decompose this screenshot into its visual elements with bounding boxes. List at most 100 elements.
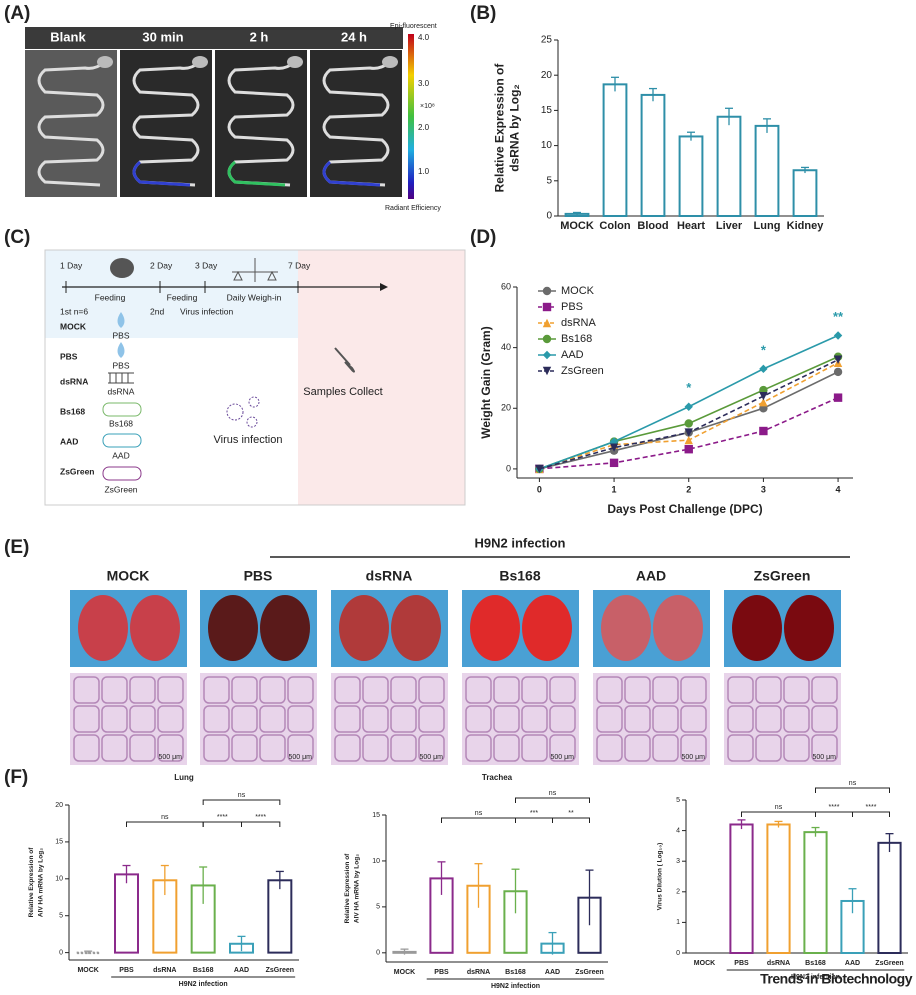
bacteria-icon: [102, 402, 142, 417]
x-tick-label: dsRNA: [467, 969, 490, 976]
histology: [724, 673, 841, 765]
x-tick-label: Colon: [599, 220, 630, 232]
tissue-cell: [783, 734, 810, 762]
tissue-cell: [727, 734, 754, 762]
group-label: PBS: [244, 568, 273, 584]
tissue-cell: [259, 676, 286, 704]
drop-icon: [117, 312, 125, 328]
tissue-cell: [157, 705, 184, 733]
bar: [877, 841, 902, 955]
tissue-cell: [596, 705, 623, 733]
marker: [833, 367, 843, 377]
y-axis-label: Relative Expression of: [28, 847, 35, 918]
tissue-cell: [465, 676, 492, 704]
tissue-cell: [549, 676, 576, 704]
tissue-cell: [157, 676, 184, 704]
tissue-cell: [101, 705, 128, 733]
y-tick-label: 10: [541, 140, 553, 151]
tissue-cell: [596, 676, 623, 704]
y-tick-label: 0: [506, 463, 511, 473]
sig-label: ****: [217, 814, 228, 821]
group-label: H9N2 infection: [491, 983, 540, 990]
icon-label: ZsGreen: [104, 484, 137, 494]
marker: [684, 444, 693, 454]
y-axis-label: Weight Gain (Gram): [479, 326, 493, 438]
column-label: Blank: [50, 29, 86, 44]
scale-icon: [232, 258, 278, 282]
tissue-cell: [390, 705, 417, 733]
timeline-box: [45, 250, 298, 338]
tissue-cell: [73, 705, 100, 733]
group-label: dsRNA: [366, 568, 413, 584]
bar: [754, 124, 780, 217]
x-tick-label: MOCK: [77, 967, 98, 974]
x-tick-label: dsRNA: [767, 960, 790, 967]
sig-label: ns: [549, 790, 557, 797]
scale-bar-label: 500 μm: [289, 754, 313, 761]
y-tick-label: 15: [541, 105, 553, 116]
sig-bracket: [202, 799, 281, 805]
y-tick-label: 60: [501, 281, 511, 291]
lung: [470, 595, 520, 661]
note: Virus infection: [180, 306, 234, 316]
chart-title: Trachea: [482, 773, 513, 782]
tissue-cell: [287, 676, 314, 704]
tissue-cell: [755, 705, 782, 733]
marker: [542, 334, 552, 344]
signal: [132, 160, 191, 187]
sig-label: **: [568, 810, 574, 817]
tissue-cell: [549, 734, 576, 762]
y-axis-label: Relative Expression of: [493, 63, 507, 193]
syringe-icon: [334, 347, 355, 373]
marker: [833, 393, 843, 402]
x-tick-label: PBS: [734, 960, 749, 967]
tissue-cell: [811, 734, 838, 762]
panel-label: (E): [4, 537, 29, 558]
marker: [833, 355, 843, 364]
group-label: ZsGreen: [60, 466, 95, 476]
y-axis-label: Virus Dilution ( Log₁₀): [657, 843, 664, 911]
infection-header: H9N2 infection: [474, 535, 565, 550]
tissue-cell: [203, 734, 230, 762]
series-line: [539, 396, 839, 470]
tissue-cell: [493, 676, 520, 704]
lung: [260, 595, 310, 661]
group-label: H9N2 infection: [791, 974, 840, 981]
scale-bar-label: 500 μm: [420, 754, 444, 761]
y-tick-label: 0: [676, 950, 680, 957]
bacteria-icon: [102, 433, 142, 448]
bar: [678, 135, 704, 217]
x-tick-label: PBS: [434, 969, 449, 976]
tissue-cell: [652, 705, 679, 733]
panel-e: H9N2 infection MOCK 500 μm PBS 500 μm dsRNA 5…: [70, 535, 850, 765]
note: 1st n=6: [60, 306, 88, 316]
tissue-cell: [755, 734, 782, 762]
marker: [609, 443, 619, 452]
step-label: Daily Weigh-in: [227, 292, 282, 302]
tissue-cell: [811, 676, 838, 704]
tissue-cell: [624, 705, 651, 733]
panel-label: (B): [470, 3, 496, 24]
x-tick-label: Bs168: [805, 960, 826, 967]
tissue-cell: [334, 676, 361, 704]
group-label: ZsGreen: [754, 568, 811, 584]
step-label: Feeding: [167, 292, 198, 302]
panel-label: (F): [4, 767, 28, 788]
y-tick-label: 3: [676, 858, 680, 865]
sample-box: [298, 250, 465, 505]
legend-label: Bs168: [561, 333, 592, 345]
marker: [542, 350, 552, 360]
y-tick-label: 5: [376, 904, 380, 911]
y-tick-label: 20: [501, 403, 511, 413]
tissue-cell: [680, 734, 707, 762]
day-label: 7 Day: [288, 260, 311, 270]
tissue-cell: [521, 705, 548, 733]
virus-icon: [246, 416, 258, 428]
day-label: 3 Day: [195, 260, 218, 270]
bar: [267, 879, 293, 954]
tissue-cell: [727, 676, 754, 704]
scale-bar-label: 500 μm: [551, 754, 575, 761]
y-tick-label: 20: [55, 802, 63, 809]
lung: [732, 595, 782, 661]
drop-icon: [117, 342, 125, 358]
